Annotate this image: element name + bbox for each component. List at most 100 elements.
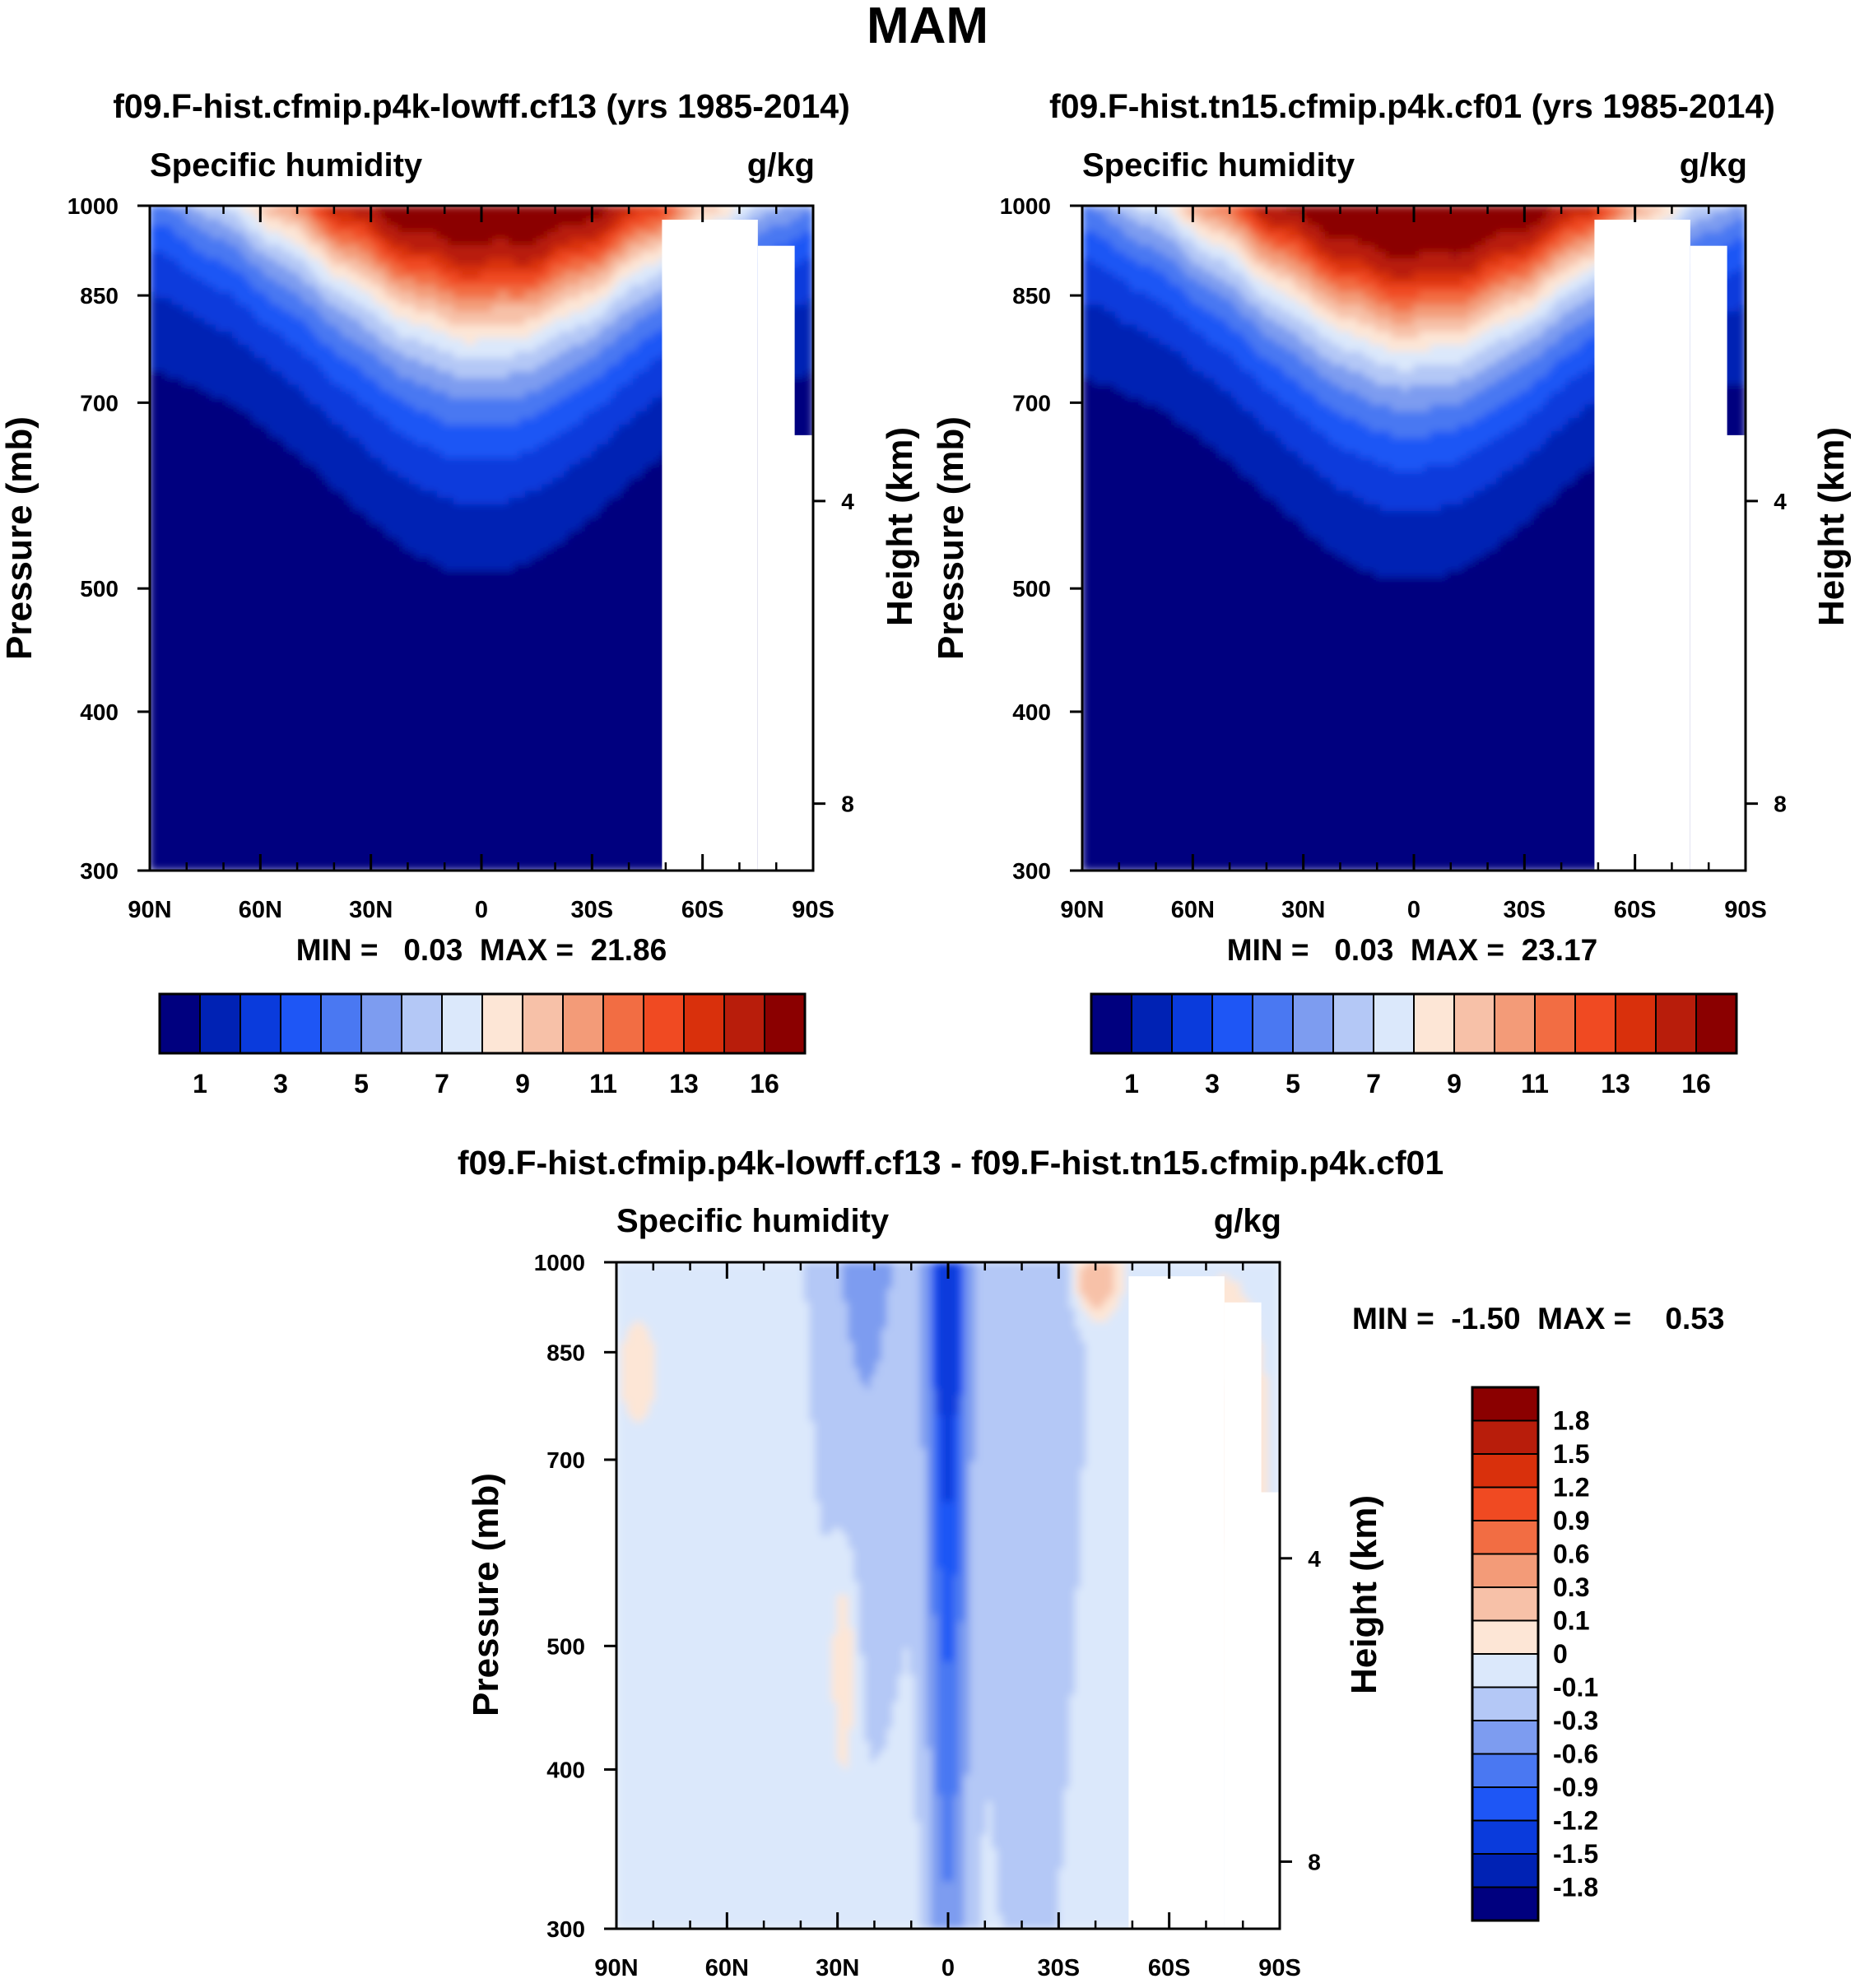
panel-a-cell [464,425,472,433]
panel-a-cell [359,397,366,406]
panel-a-cell [155,265,162,273]
panel-a-cell [265,425,272,433]
panel-a-cell [503,358,510,366]
panel-a-cell [508,231,515,239]
panel-a-cell [547,206,554,213]
panel-a-cell [658,397,665,406]
panel-a-cell [155,258,162,267]
panel-a-cell [221,285,228,293]
panel-a-cell [221,431,228,439]
panel-a-cell [337,438,344,446]
panel-a-cell [646,258,653,267]
panel-a-cell [741,206,747,213]
panel-a-cell [281,258,289,267]
panel-a-cell [597,404,604,413]
panel-a-cell [586,244,593,253]
panel-a-cell [375,272,383,280]
panel-a-cell [320,351,328,360]
panel-a-cell [370,244,377,253]
panel-a-cell [171,425,179,433]
panel-a-cell [779,225,787,233]
panel-a-cell [320,365,328,373]
panel-a-cell [602,298,610,306]
panel-a-cell [469,451,477,459]
panel-a-cell [381,278,388,286]
panel-a-cell [353,464,360,472]
panel-a-cell [276,278,283,286]
panel-a-cell [359,285,366,293]
panel-a-cell [381,304,388,313]
panel-a-cell [519,231,527,239]
panel-a-cell [641,338,649,346]
panel-a-cell [216,231,222,239]
panel-a-cell [232,278,239,286]
panel-a-cell [630,211,637,220]
panel-a-cell [591,351,598,360]
panel-a-cell [436,272,444,280]
panel-a-cell [155,464,162,472]
panel-a-cell [619,464,626,472]
panel-a-cell [503,431,510,439]
panel-a-cell [304,272,311,280]
panel-a-cell [165,464,173,472]
panel-a-cell [448,458,455,466]
panel-a-cell [658,365,665,373]
panel-a-cell [309,365,317,373]
panel-a-cell [221,371,228,379]
panel-a-cell [469,345,477,353]
panel-a-cell [353,258,360,267]
panel-a-cell [768,206,775,213]
panel-a-cell [530,231,537,239]
panel-a-cell [619,384,626,392]
panel-a-cell [409,464,416,472]
panel-a-cell [403,225,411,233]
panel-a-cell [652,318,659,327]
panel-a-cell [309,258,317,267]
panel-a-cell [165,404,173,413]
panel-a-cell [198,338,206,346]
panel-a-cell [503,345,510,353]
panel-a-cell [176,291,184,300]
panel-a-cell [530,365,537,373]
panel-a-cell [602,311,610,319]
panel-a-cell [790,238,797,247]
panel-a-cell [646,211,653,220]
panel-a-cell [525,365,532,373]
panel-a-cell [276,211,283,220]
panel-a-cell [630,238,637,247]
panel-a-cell [342,411,350,420]
panel-a-cell [658,451,665,459]
panel-a-cell [552,438,560,446]
panel-a-cell [409,411,416,420]
panel-a-cell [249,378,256,386]
panel-a-cell [558,384,565,392]
panel-a-cell [320,458,328,466]
panel-a-cell [519,272,527,280]
panel-a-cell [276,464,283,472]
panel-a-cell [309,331,317,340]
panel-a-cell [652,404,659,413]
panel-a-cell [547,258,554,267]
panel-a-cell [514,211,521,220]
panel-a-cell [558,358,565,366]
panel-a-cell [226,304,234,313]
panel-a-cell [625,251,631,260]
panel-a-cell [287,365,295,373]
panel-a-cell [287,324,295,333]
panel-a-cell [481,218,488,226]
panel-a-cell [265,278,272,286]
panel-a-cell [176,218,184,226]
panel-a-cell [613,438,621,446]
panel-a-cell [448,397,455,406]
panel-a-cell [519,378,527,386]
panel-a-cell [425,451,433,459]
panel-a-cell [491,411,499,420]
panel-a-cell [625,338,631,346]
panel-a-cell [414,251,421,260]
panel-a-cell [150,391,156,399]
panel-a-cell [442,477,449,485]
panel-a-cell [232,244,239,253]
panel-a-cell [243,211,250,220]
panel-a-cell [198,397,206,406]
panel-a-cell [221,231,228,239]
